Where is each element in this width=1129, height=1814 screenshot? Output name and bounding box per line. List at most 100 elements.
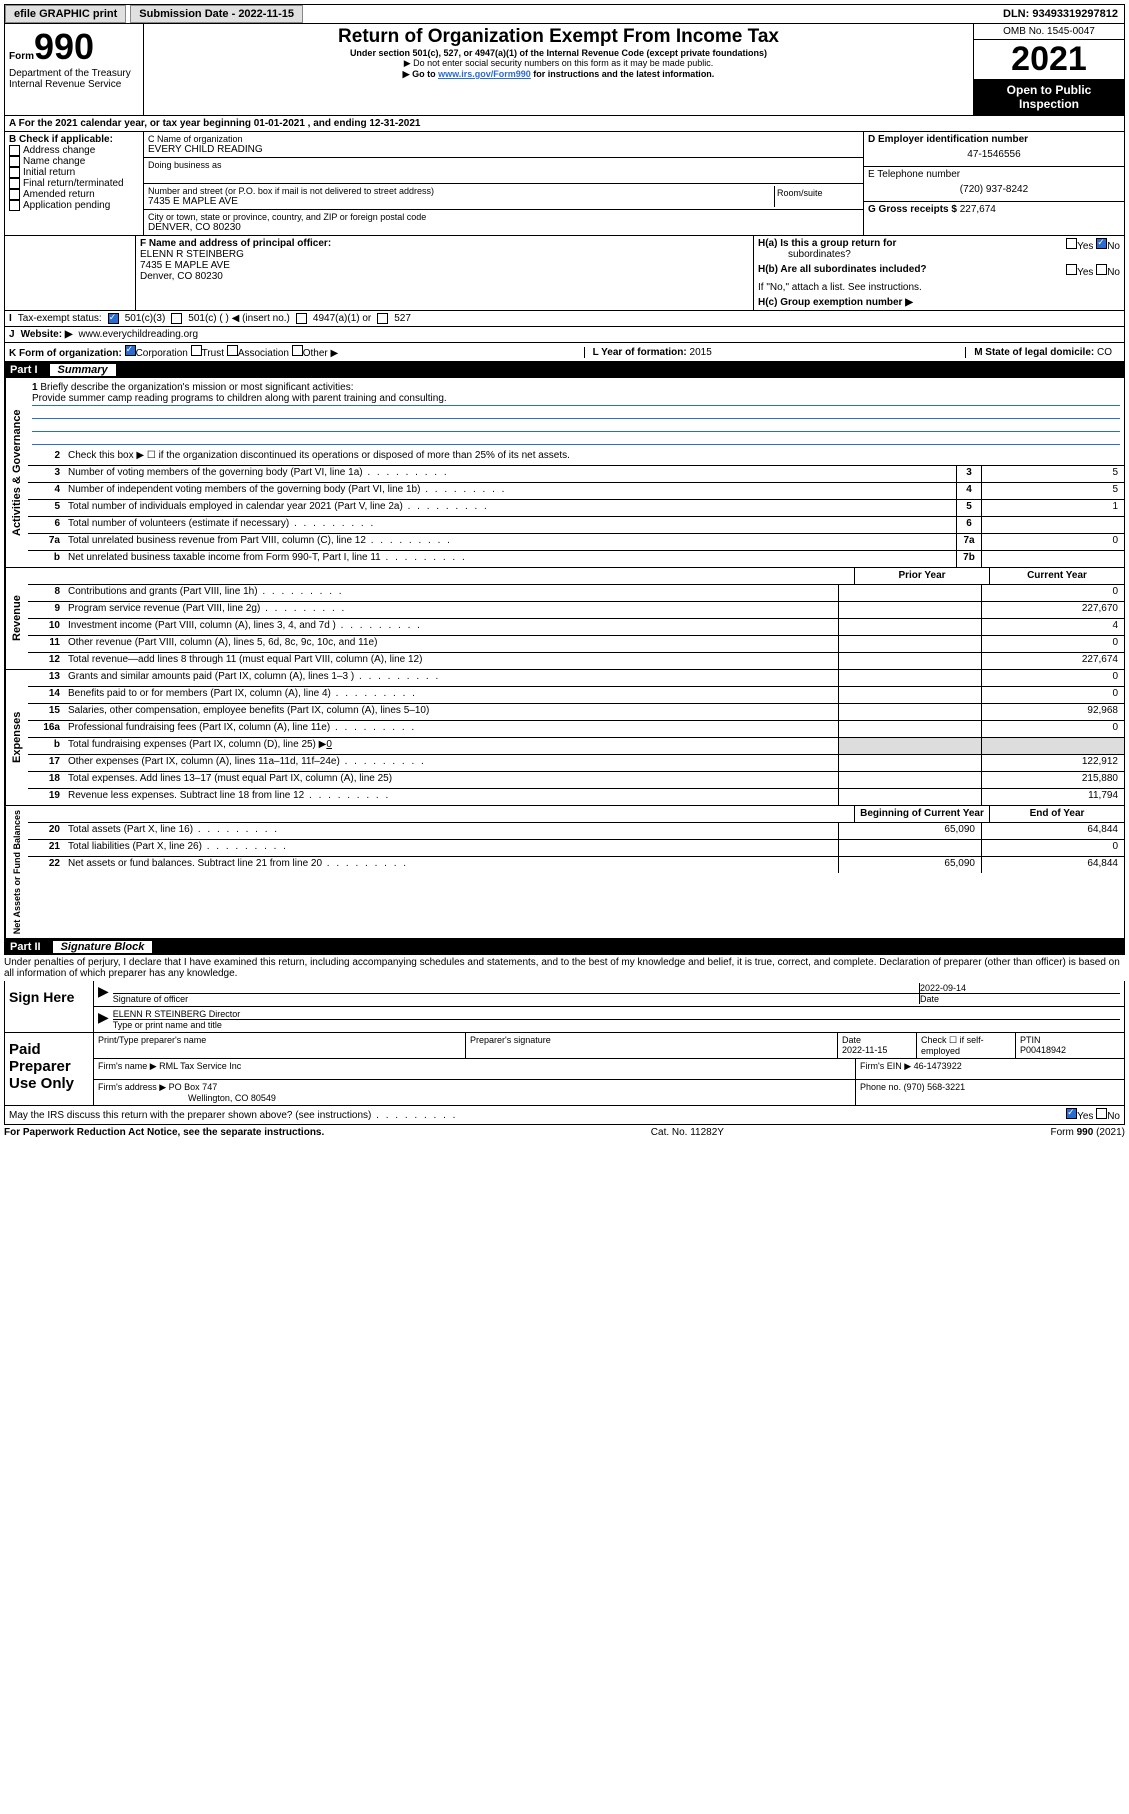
line16b-val: 0 (326, 739, 332, 750)
checkbox-icon[interactable] (1066, 238, 1077, 249)
yes-label: Yes (1077, 267, 1093, 278)
arrow-icon: ▶ (98, 1009, 109, 1030)
chk-label: Final return/terminated (23, 178, 124, 189)
beginning-year-hdr: Beginning of Current Year (854, 806, 989, 822)
prep-line-2: Firm's name ▶ RML Tax Service Inc Firm's… (94, 1059, 1124, 1080)
note1: ▶ Do not enter social security numbers o… (148, 58, 969, 69)
line17-text: Other expenses (Part IX, column (A), lin… (64, 755, 838, 771)
line8-prior (838, 585, 981, 601)
k-label: K Form of organization: (9, 348, 122, 359)
line16a-current: 0 (981, 721, 1124, 737)
firm-name-label: Firm's name ▶ (98, 1061, 157, 1071)
ein-label: D Employer identification number (868, 134, 1120, 145)
net-assets-section: Net Assets or Fund Balances Beginning of… (4, 806, 1125, 939)
line16a-prior (838, 721, 981, 737)
ha-label2: subordinates? (758, 249, 851, 260)
chk-name-change[interactable]: Name change (9, 156, 139, 167)
room-label: Room/suite (777, 188, 857, 198)
phone-row: E Telephone number (720) 937-8242 (864, 167, 1124, 202)
firm-addr-label: Firm's address ▶ (98, 1082, 166, 1092)
submission-date-button[interactable]: Submission Date - 2022-11-15 (130, 5, 303, 23)
line22-begin: 65,090 (838, 857, 981, 873)
chk-label: Address change (23, 145, 95, 156)
phone-label: E Telephone number (868, 169, 1120, 180)
open1: Open to Public (978, 83, 1120, 97)
chk-application-pending[interactable]: Application pending (9, 200, 139, 211)
officer-name: ELENN R STEINBERG (140, 249, 749, 260)
open-public-box: Open to Public Inspection (974, 79, 1124, 115)
line10-text: Investment income (Part VIII, column (A)… (64, 619, 838, 635)
line20-begin: 65,090 (838, 823, 981, 839)
form-number: 990 (34, 26, 94, 67)
chk-final-return[interactable]: Final return/terminated (9, 178, 139, 189)
line16b-prior (838, 738, 981, 754)
chk-amended-return[interactable]: Amended return (9, 189, 139, 200)
line6-val (981, 517, 1124, 533)
checkbox-checked-icon[interactable] (1066, 1108, 1077, 1119)
opt-trust: Trust (202, 348, 224, 359)
checkbox-icon[interactable] (191, 345, 202, 356)
may-irs-text: May the IRS discuss this return with the… (9, 1110, 457, 1121)
dba-row: Doing business as (144, 158, 863, 184)
checkbox-icon[interactable] (292, 345, 303, 356)
line18-text: Total expenses. Add lines 13–17 (must eq… (64, 772, 838, 788)
block-b: B Check if applicable: Address change Na… (5, 132, 144, 235)
form990-link[interactable]: www.irs.gov/Form990 (438, 69, 531, 79)
line19-text: Revenue less expenses. Subtract line 18 … (64, 789, 838, 805)
may-irs-row: May the IRS discuss this return with the… (4, 1106, 1125, 1125)
ein-row: D Employer identification number 47-1546… (864, 132, 1124, 167)
checkbox-icon[interactable] (1066, 264, 1077, 275)
efile-print-button[interactable]: efile GRAPHIC print (5, 5, 126, 23)
chk-initial-return[interactable]: Initial return (9, 167, 139, 178)
line11-current: 0 (981, 636, 1124, 652)
firm-ein: 46-1473922 (914, 1061, 962, 1071)
line5-val: 1 (981, 500, 1124, 516)
footer-left: For Paperwork Reduction Act Notice, see … (4, 1127, 324, 1138)
checkbox-icon (9, 200, 20, 211)
governance-section: Activities & Governance 1 Briefly descri… (4, 378, 1125, 568)
opt-4947: 4947(a)(1) or (313, 313, 371, 324)
end-year-hdr: End of Year (989, 806, 1124, 822)
line13-current: 0 (981, 670, 1124, 686)
sig-line-1: ▶ Signature of officer 2022-09-14 Date (94, 981, 1124, 1007)
vtab-governance: Activities & Governance (5, 378, 28, 567)
arrow-icon: ▶ (98, 983, 109, 1004)
line13-prior (838, 670, 981, 686)
line17-current: 122,912 (981, 755, 1124, 771)
block-h: H(a) Is this a group return for subordin… (753, 236, 1124, 310)
checkbox-icon[interactable] (227, 345, 238, 356)
chk-label: Name change (23, 156, 85, 167)
line11-prior (838, 636, 981, 652)
line3-val: 5 (981, 466, 1124, 482)
chk-address-change[interactable]: Address change (9, 145, 139, 156)
line18-current: 215,880 (981, 772, 1124, 788)
topbar: efile GRAPHIC print Submission Date - 20… (4, 4, 1125, 24)
website-value: www.everychildreading.org (79, 329, 199, 340)
checkbox-checked-icon[interactable] (125, 345, 136, 356)
dba-label: Doing business as (148, 160, 859, 170)
header-middle: Return of Organization Exempt From Incom… (144, 24, 973, 115)
checkbox-icon[interactable] (296, 313, 307, 324)
checkbox-checked-icon[interactable] (108, 313, 119, 324)
checkbox-icon[interactable] (377, 313, 388, 324)
gross-value: 227,674 (960, 204, 996, 215)
hb-label: H(b) Are all subordinates included? (758, 264, 927, 278)
checkbox-checked-icon[interactable] (1096, 238, 1107, 249)
website-label: Website: ▶ (21, 329, 73, 340)
opt-501c3: 501(c)(3) (125, 313, 166, 324)
officer-typed-name: ELENN R STEINBERG Director (113, 1009, 1120, 1020)
checkbox-icon[interactable] (1096, 264, 1107, 275)
checkbox-icon[interactable] (171, 313, 182, 324)
row-j: J Website: ▶ www.everychildreading.org (4, 327, 1125, 343)
prep-line-1: Print/Type preparer's name Preparer's si… (94, 1033, 1124, 1059)
opt-527: 527 (394, 313, 411, 324)
line15-text: Salaries, other compensation, employee b… (64, 704, 838, 720)
phone-value: (720) 937-8242 (868, 180, 1120, 199)
mission-blank (32, 432, 1120, 445)
line10-prior (838, 619, 981, 635)
chk-label: Initial return (23, 167, 75, 178)
line9-prior (838, 602, 981, 618)
checkbox-icon[interactable] (1096, 1108, 1107, 1119)
opt-assoc: Association (238, 348, 289, 359)
sign-here-label: Sign Here (5, 981, 94, 1032)
